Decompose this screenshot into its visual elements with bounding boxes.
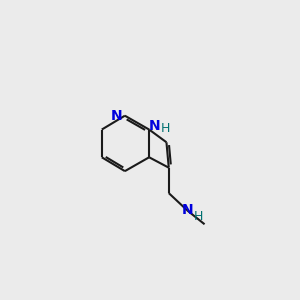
Text: N: N	[149, 119, 161, 133]
Text: H: H	[194, 210, 203, 224]
Text: N: N	[110, 109, 122, 123]
Text: H: H	[160, 122, 170, 135]
Text: N: N	[182, 203, 193, 218]
